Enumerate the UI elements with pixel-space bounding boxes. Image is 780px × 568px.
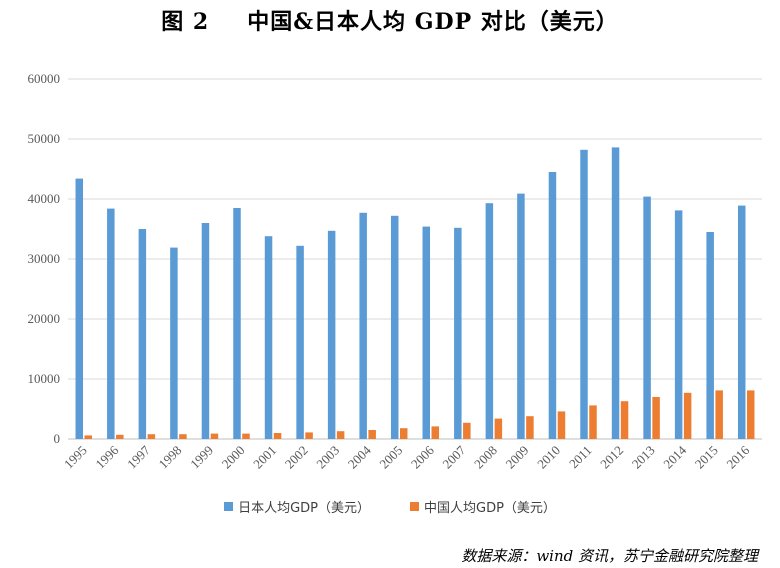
x-tick-label: 2007: [439, 442, 468, 471]
bar-japan: [327, 230, 336, 439]
legend-label-japan: 日本人均GDP（美元）: [238, 501, 370, 516]
bar-china: [620, 401, 629, 439]
bar-china: [589, 405, 597, 439]
bar-japan: [359, 212, 367, 439]
x-tick-label: 1997: [124, 442, 153, 471]
bar-china: [746, 390, 755, 439]
y-tick-label: 50000: [28, 131, 61, 146]
bar-china: [683, 392, 692, 439]
bar-japan: [233, 208, 241, 439]
x-tick-label: 2013: [629, 443, 658, 472]
legend-swatch-japan: [224, 502, 234, 511]
x-tick-label: 2008: [471, 443, 500, 472]
bar-japan: [611, 147, 620, 439]
bar-china: [242, 433, 250, 439]
source-note: 数据来源：wind 资讯，苏宁金融研究院整理: [461, 547, 758, 565]
bar-china: [652, 397, 660, 439]
figure-title: 图 2 中国&日本人均 GDP 对比（美元）: [0, 4, 780, 36]
bar-japan: [75, 178, 84, 439]
x-tick-label: 2010: [534, 443, 563, 472]
x-tick-label: 1998: [156, 443, 185, 472]
x-tick-label: 2003: [313, 443, 342, 472]
bar-japan: [517, 193, 525, 439]
x-tick-label: 2005: [376, 443, 405, 472]
y-tick-label: 20000: [28, 311, 61, 326]
bar-japan: [580, 149, 588, 440]
y-tick-label: 40000: [28, 191, 61, 206]
figure-title-text: 中国&日本人均 GDP 对比（美元）: [247, 9, 619, 35]
x-tick-label: 2016: [723, 442, 752, 471]
legend-item-japan: 日本人均GDP（美元）: [224, 497, 370, 516]
bar-japan: [201, 223, 210, 439]
bar-china: [147, 434, 156, 439]
bar-china: [431, 426, 440, 439]
bar-japan: [485, 203, 494, 439]
bar-japan: [674, 210, 683, 439]
bar-china: [116, 434, 124, 439]
x-tick-label: 2004: [345, 442, 374, 471]
bar-china: [715, 390, 723, 439]
x-tick-label: 2009: [503, 443, 532, 472]
x-tick-label: 2000: [219, 443, 248, 472]
x-tick-label: 2015: [692, 443, 721, 472]
x-tick-label: 2014: [660, 442, 689, 471]
bar-china: [336, 431, 345, 439]
bar-japan: [548, 172, 557, 439]
bar-japan: [170, 247, 178, 439]
bar-china: [305, 432, 313, 439]
bar-japan: [138, 229, 147, 439]
bar-japan: [264, 236, 273, 439]
bar-china: [210, 433, 219, 439]
bar-china: [399, 428, 408, 439]
x-tick-label: 2002: [282, 443, 311, 472]
y-tick-label: 30000: [28, 251, 61, 266]
bar-china: [526, 416, 534, 439]
x-tick-label: 2001: [250, 443, 279, 472]
x-tick-label: 2012: [597, 443, 626, 472]
bar-china: [179, 434, 187, 439]
bar-japan: [107, 208, 115, 439]
bar-china: [84, 435, 93, 439]
y-tick-label: 10000: [28, 371, 61, 386]
bar-china: [494, 418, 503, 439]
bar-china: [463, 422, 471, 439]
x-tick-label: 1999: [187, 443, 216, 472]
bar-japan: [643, 196, 651, 439]
bar-japan: [706, 232, 714, 439]
bar-japan: [737, 205, 746, 439]
x-tick-label: 2006: [408, 442, 437, 471]
figure-number: 图 2: [161, 9, 210, 35]
legend-swatch-china: [410, 502, 419, 511]
legend-label-china: 中国人均GDP（美元）: [424, 501, 556, 516]
bar-china: [273, 433, 282, 439]
bar-japan: [422, 226, 431, 439]
x-tick-label: 1996: [92, 442, 121, 471]
y-tick-label: 0: [54, 431, 61, 446]
chart-legend: 日本人均GDP（美元） 中国人均GDP（美元）: [0, 497, 780, 516]
bar-japan: [296, 245, 304, 439]
bar-china: [557, 411, 566, 439]
x-tick-label: 1995: [61, 443, 90, 472]
legend-item-china: 中国人均GDP（美元）: [410, 497, 556, 516]
bar-china: [368, 430, 376, 439]
y-tick-label: 60000: [28, 71, 61, 86]
x-tick-label: 2011: [566, 443, 595, 472]
bar-japan: [390, 215, 399, 439]
bar-japan: [454, 227, 462, 439]
